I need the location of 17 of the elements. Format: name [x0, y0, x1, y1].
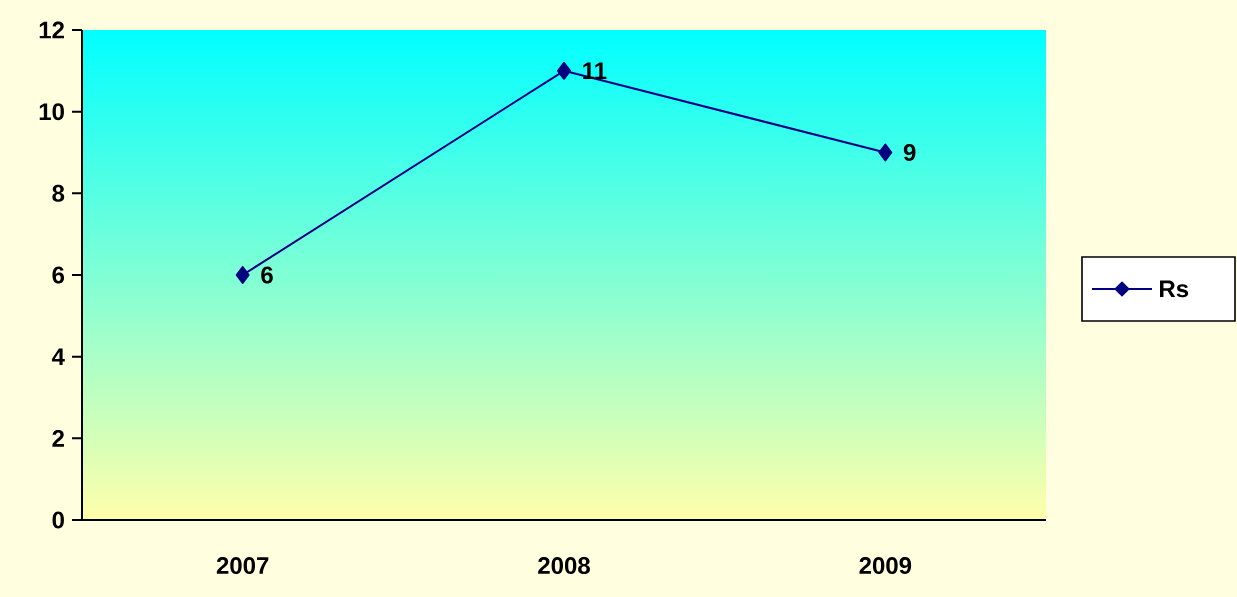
x-tick-label: 2009 [859, 557, 912, 575]
y-tick-label: 2 [52, 429, 64, 447]
data-label: 6 [261, 266, 273, 284]
x-tick-label: 2007 [216, 557, 269, 575]
y-tick-label: 10 [39, 103, 64, 121]
y-tick-label: 4 [51, 348, 65, 365]
y-tick-label: 0 [52, 511, 64, 529]
y-tick-label: 8 [52, 184, 65, 202]
x-tick-label: 2008 [538, 557, 590, 575]
legend-label: Rs [1160, 280, 1189, 298]
data-label: 11 [583, 62, 607, 80]
y-tick-label: 12 [39, 21, 64, 39]
data-label: 9 [903, 144, 916, 161]
point [878, 143, 893, 162]
y-tick-label: 6 [52, 266, 65, 284]
point [557, 61, 571, 80]
point [235, 265, 250, 284]
